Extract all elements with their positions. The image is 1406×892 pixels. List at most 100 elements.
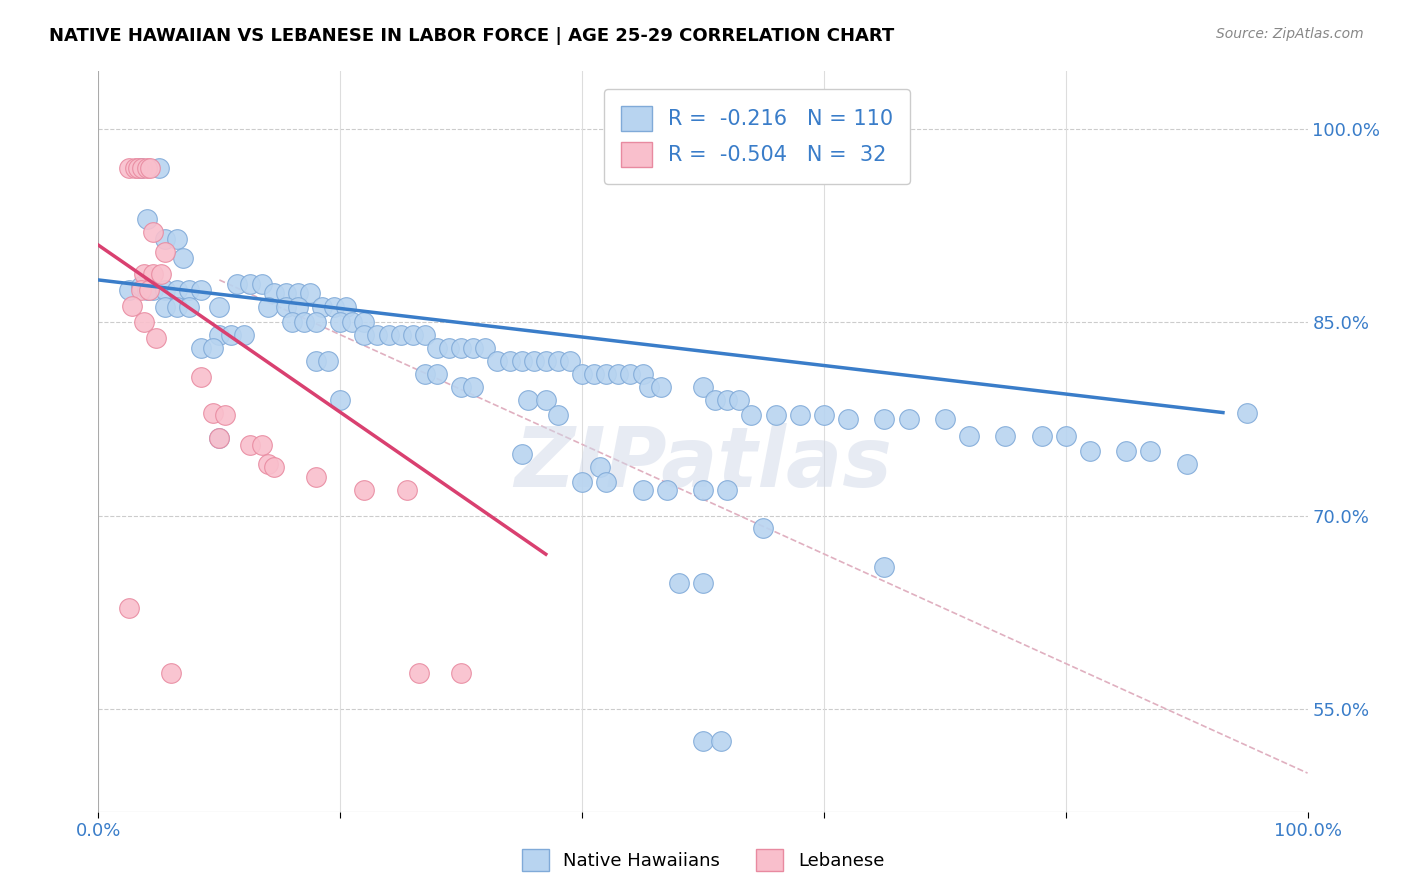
- Point: [716, 392, 738, 407]
- Point: [226, 277, 249, 291]
- Point: [239, 438, 262, 452]
- Point: [408, 665, 430, 680]
- Point: [263, 459, 285, 474]
- Point: [1031, 429, 1053, 443]
- Point: [740, 408, 762, 422]
- Point: [837, 412, 859, 426]
- Point: [668, 575, 690, 590]
- Point: [650, 380, 672, 394]
- Point: [413, 328, 436, 343]
- Point: [426, 341, 449, 355]
- Point: [127, 161, 149, 175]
- Point: [1236, 406, 1258, 420]
- Point: [437, 341, 460, 355]
- Point: [873, 560, 896, 574]
- Point: [142, 267, 165, 281]
- Legend: Native Hawaiians, Lebanese: Native Hawaiians, Lebanese: [515, 842, 891, 879]
- Point: [558, 354, 581, 368]
- Point: [342, 315, 364, 329]
- Point: [692, 734, 714, 748]
- Point: [1054, 429, 1077, 443]
- Point: [710, 734, 733, 748]
- Point: [353, 328, 375, 343]
- Point: [166, 300, 188, 314]
- Point: [534, 392, 557, 407]
- Point: [595, 475, 617, 489]
- Point: [607, 367, 630, 381]
- Point: [287, 285, 309, 300]
- Point: [139, 161, 162, 175]
- Point: [138, 283, 160, 297]
- Point: [571, 367, 593, 381]
- Point: [353, 315, 375, 329]
- Point: [595, 367, 617, 381]
- Point: [190, 283, 212, 297]
- Point: [142, 283, 165, 297]
- Point: [150, 267, 173, 281]
- Point: [311, 300, 333, 314]
- Point: [329, 315, 352, 329]
- Point: [250, 438, 273, 452]
- Point: [208, 431, 231, 445]
- Point: [510, 447, 533, 461]
- Point: [335, 300, 357, 314]
- Point: [534, 354, 557, 368]
- Point: [166, 283, 188, 297]
- Point: [131, 161, 153, 175]
- Point: [395, 483, 418, 497]
- Point: [134, 267, 156, 281]
- Point: [752, 521, 775, 535]
- Point: [190, 369, 212, 384]
- Point: [994, 429, 1017, 443]
- Point: [329, 392, 352, 407]
- Point: [232, 328, 254, 343]
- Point: [179, 300, 201, 314]
- Point: [208, 328, 231, 343]
- Point: [957, 429, 980, 443]
- Point: [239, 277, 262, 291]
- Point: [692, 483, 714, 497]
- Point: [299, 285, 322, 300]
- Point: [148, 161, 170, 175]
- Point: [256, 300, 278, 314]
- Point: [631, 483, 654, 497]
- Point: [765, 408, 787, 422]
- Point: [413, 367, 436, 381]
- Point: [221, 328, 243, 343]
- Point: [274, 300, 297, 314]
- Point: [692, 380, 714, 394]
- Point: [145, 331, 167, 345]
- Point: [166, 232, 188, 246]
- Point: [172, 251, 194, 265]
- Point: [316, 354, 339, 368]
- Point: [813, 408, 835, 422]
- Point: [583, 367, 606, 381]
- Point: [208, 431, 231, 445]
- Point: [510, 354, 533, 368]
- Point: [547, 408, 569, 422]
- Point: [153, 244, 176, 259]
- Point: [160, 665, 183, 680]
- Point: [655, 483, 678, 497]
- Point: [179, 283, 201, 297]
- Point: [129, 283, 152, 297]
- Point: [202, 406, 225, 420]
- Point: [571, 475, 593, 489]
- Point: [450, 665, 472, 680]
- Point: [1115, 444, 1137, 458]
- Point: [202, 341, 225, 355]
- Point: [389, 328, 412, 343]
- Point: [486, 354, 509, 368]
- Point: [450, 380, 472, 394]
- Point: [463, 341, 485, 355]
- Point: [250, 277, 273, 291]
- Point: [547, 354, 569, 368]
- Point: [208, 300, 231, 314]
- Point: [118, 283, 141, 297]
- Point: [1078, 444, 1101, 458]
- Point: [1175, 457, 1198, 471]
- Point: [474, 341, 496, 355]
- Point: [190, 341, 212, 355]
- Point: [897, 412, 920, 426]
- Point: [214, 408, 236, 422]
